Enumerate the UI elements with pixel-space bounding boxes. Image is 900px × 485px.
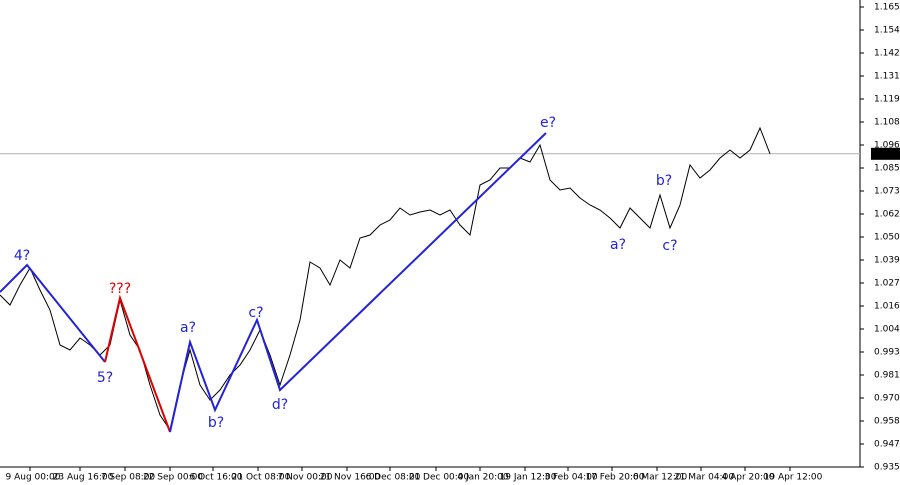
x-tick-label: 23 Aug 16:00 [53, 473, 114, 483]
y-tick-label: 0.9931 [874, 348, 900, 358]
x-tick-label: 4 Jan 20:00 [457, 473, 509, 483]
y-tick-label: 1.0966 [874, 141, 900, 151]
y-tick-label: 0.9471 [874, 440, 900, 450]
x-tick-label: 21 Oct 08:00 [232, 473, 291, 483]
wave-label: e? [540, 115, 556, 131]
y-tick-label: 1.1196 [874, 95, 900, 105]
x-tick-label: 9 Aug 00:00 [6, 473, 61, 483]
x-tick-label: 17 Feb 20:00 [585, 473, 644, 483]
current-price-box [871, 147, 900, 160]
x-tick-label: 6 Oct 16:00 [190, 473, 243, 483]
x-tick-label: 3 Feb 04:00 [544, 473, 598, 483]
y-tick-label: 1.0506 [874, 233, 900, 243]
wave-label: ??? [109, 281, 131, 297]
x-tick-label: 19 Apr 12:00 [764, 473, 823, 483]
x-tick-label: 21 Dec 00:00 [409, 473, 470, 483]
y-tick-label: 1.0046 [874, 325, 900, 335]
current-price-label: 1.0922 [874, 149, 900, 159]
wave-label: d? [272, 397, 288, 413]
x-tick-label: 22 Sep 00:00 [143, 473, 203, 483]
price-line [0, 126, 771, 432]
wave-label: a? [180, 320, 196, 336]
wave-label: 5? [97, 370, 113, 386]
y-tick-label: 1.0276 [874, 279, 900, 289]
y-tick-label: 0.9816 [874, 371, 900, 381]
wave-label: a? [610, 237, 626, 253]
wave-label: c? [662, 238, 677, 254]
y-tick-label: 1.1426 [874, 49, 900, 59]
wave-line [104, 294, 171, 433]
y-tick-label: 1.0736 [874, 187, 900, 197]
x-tick-label: 6 Dec 08:00 [366, 473, 421, 483]
y-tick-label: 0.9701 [874, 394, 900, 404]
y-tick-label: 0.9586 [874, 417, 900, 427]
x-tick-label: 4 Apr 20:00 [722, 473, 775, 483]
y-tick-label: 0.9356 [874, 463, 900, 473]
wave-label: b? [208, 415, 224, 431]
wave-label: b? [656, 173, 672, 189]
wave-line [0, 263, 106, 363]
y-tick-label: 1.1656 [874, 3, 900, 13]
wave-label: c? [248, 305, 263, 321]
x-tick-label: 21 Nov 16:00 [320, 473, 381, 483]
x-tick-label: 7 Sep 08:00 [101, 473, 156, 483]
x-tick-label: 19 Jan 12:00 [500, 473, 557, 483]
x-tick-label: 7 Nov 00:00 [278, 473, 333, 483]
wave-label: 4? [14, 248, 30, 264]
x-tick-label: 6 Mar 12:00 [633, 473, 688, 483]
wave-line [169, 132, 547, 433]
x-tick-label: 21 Mar 04:00 [674, 473, 734, 483]
